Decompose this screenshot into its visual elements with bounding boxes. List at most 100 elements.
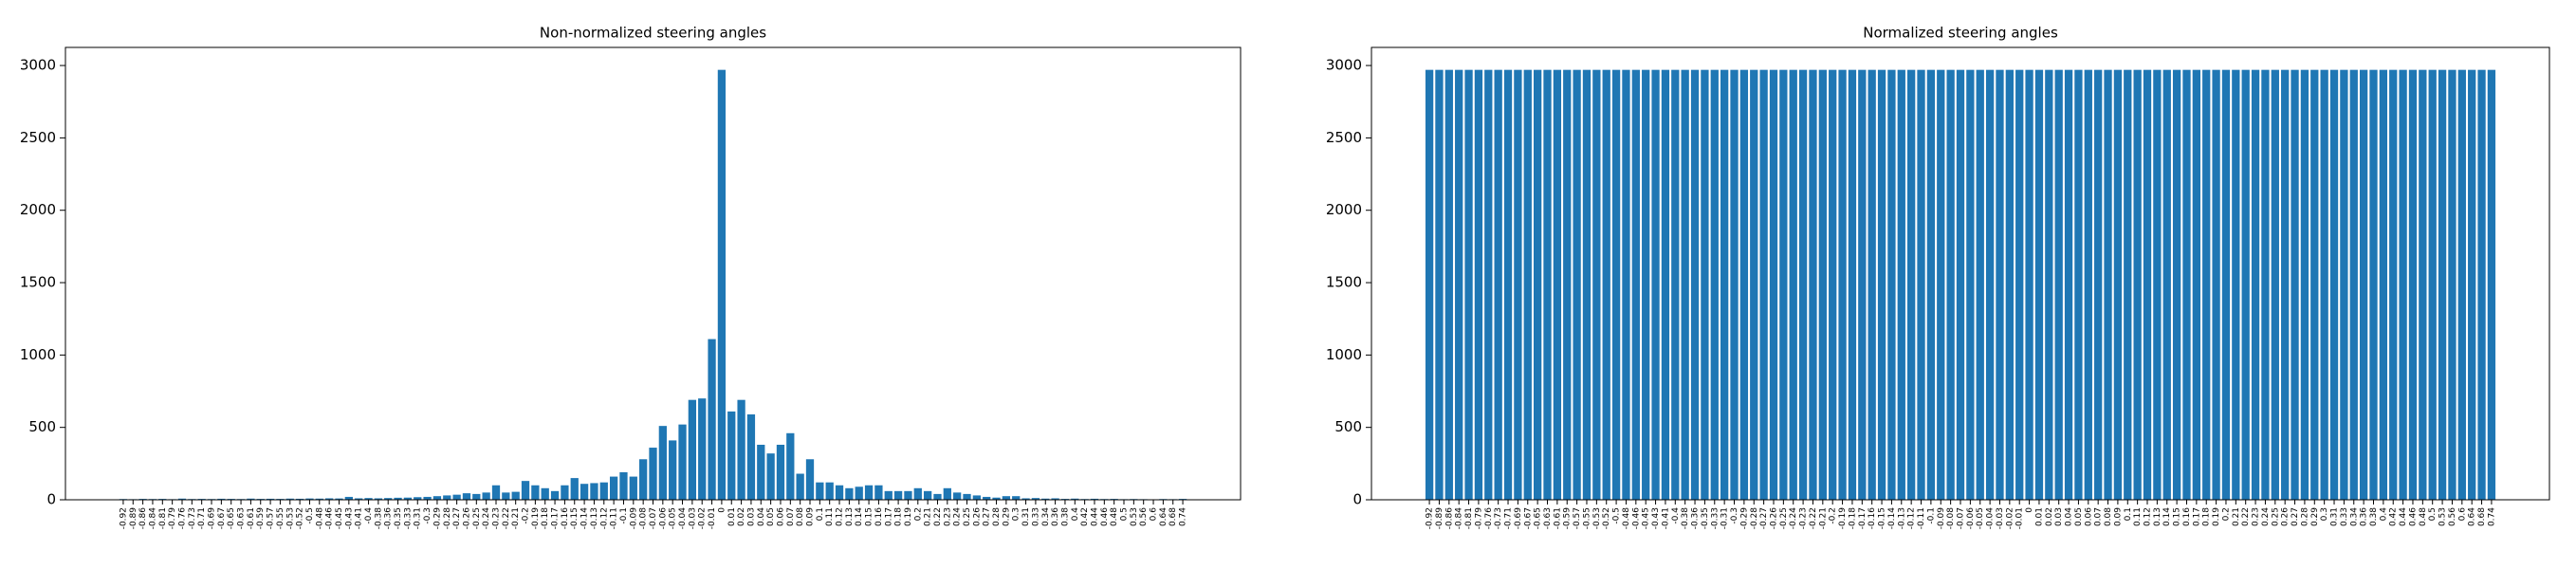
x-tick-label: 0.42 xyxy=(1080,507,1090,526)
bar xyxy=(845,487,854,500)
bar xyxy=(2320,69,2328,500)
bar xyxy=(325,498,334,500)
x-tick-label: 0.16 xyxy=(874,507,884,526)
bar xyxy=(1976,69,1984,500)
x-tick-label: -0.1 xyxy=(1926,507,1936,524)
bar xyxy=(561,485,569,500)
x-tick-label: -0.46 xyxy=(325,507,335,530)
x-tick-label: -0.08 xyxy=(639,507,649,530)
x-tick-label: 0.07 xyxy=(786,507,796,526)
bar xyxy=(2399,69,2407,500)
bar xyxy=(2133,69,2142,500)
x-tick-label: -0.67 xyxy=(1523,507,1533,529)
x-tick-label: 0.09 xyxy=(806,507,816,526)
bar xyxy=(609,476,618,500)
bar xyxy=(746,413,756,500)
x-tick-label: -0.81 xyxy=(1464,507,1474,529)
bar xyxy=(2379,69,2388,500)
x-tick-label: 0.12 xyxy=(2144,507,2153,526)
bar xyxy=(1829,69,1837,500)
x-tick-label: -0.11 xyxy=(610,507,619,529)
bar xyxy=(2251,69,2260,500)
bar xyxy=(2005,69,2014,500)
y-tick-label: 1000 xyxy=(1326,346,1362,363)
bar xyxy=(1671,69,1680,500)
bar xyxy=(1750,69,1758,500)
bar xyxy=(737,399,745,500)
x-tick-label: 0.05 xyxy=(2074,507,2084,526)
x-tick-label: 0.64 xyxy=(2468,507,2477,526)
x-tick-label: 0.25 xyxy=(2271,507,2280,526)
x-tick-label: 0.02 xyxy=(2045,507,2054,526)
bar xyxy=(2025,69,2033,500)
bar xyxy=(1681,69,1689,500)
x-tick-label: -0.07 xyxy=(1957,507,1966,529)
x-tick-label: 0.29 xyxy=(1002,507,1011,526)
x-tick-label: -0.12 xyxy=(1907,507,1917,529)
bar xyxy=(2359,69,2368,500)
bar xyxy=(599,482,608,500)
x-tick-label: -0.59 xyxy=(256,507,266,530)
x-tick-label: 0.34 xyxy=(2349,507,2359,526)
bar xyxy=(893,490,903,500)
bar xyxy=(1002,496,1011,500)
x-tick-label: -0.89 xyxy=(129,507,138,530)
x-tick-label: 0.33 xyxy=(2340,507,2349,526)
bar xyxy=(1592,69,1601,500)
x-tick-label: -0.25 xyxy=(1779,507,1789,529)
x-tick-label: -0.33 xyxy=(403,507,413,529)
bar xyxy=(2232,69,2240,500)
x-tick-label: -0.38 xyxy=(374,507,383,530)
x-tick-label: 0.14 xyxy=(2162,507,2172,526)
bar xyxy=(1455,69,1463,500)
x-tick-label: -0.71 xyxy=(197,507,207,529)
x-tick-label: -0.18 xyxy=(1848,507,1857,530)
x-tick-label: -0.55 xyxy=(276,507,285,529)
bar xyxy=(805,459,815,500)
x-tick-label: 0.68 xyxy=(2477,507,2487,526)
x-tick-label: -0.46 xyxy=(1631,507,1641,530)
bar xyxy=(2369,69,2378,500)
bar xyxy=(2291,69,2299,500)
x-tick-label: 0.28 xyxy=(992,507,1002,526)
bar xyxy=(1602,69,1610,500)
bar xyxy=(1690,69,1700,500)
x-tick-label: -0.22 xyxy=(1809,507,1818,529)
x-tick-label: 0.19 xyxy=(904,507,913,526)
x-tick-label: -0.06 xyxy=(1966,507,1976,530)
x-tick-label: -0.5 xyxy=(305,507,315,524)
x-tick-label: -0.86 xyxy=(138,507,148,530)
x-tick-label: 0.23 xyxy=(943,507,952,526)
bar xyxy=(1730,69,1739,500)
bar xyxy=(2094,69,2103,500)
bar xyxy=(2438,69,2447,500)
bar xyxy=(335,498,343,500)
bar xyxy=(462,493,471,500)
x-tick-label: -0.16 xyxy=(1868,507,1877,530)
x-tick-label: 0.22 xyxy=(933,507,943,526)
bar xyxy=(1503,69,1513,500)
x-tick-label: 0.23 xyxy=(2252,507,2261,526)
bar xyxy=(1031,498,1040,500)
x-tick-label: -0.17 xyxy=(551,507,561,529)
bar xyxy=(776,444,785,500)
x-tick-label: -0.26 xyxy=(1769,507,1778,530)
bar xyxy=(1710,69,1719,500)
chart-title: Non-normalized steering angles xyxy=(540,25,766,42)
bar xyxy=(2153,69,2162,500)
x-tick-label: -0.01 xyxy=(2015,507,2025,529)
x-tick-label: -0.23 xyxy=(491,507,501,529)
bar xyxy=(2487,69,2496,500)
x-tick-label: -0.36 xyxy=(1691,507,1701,530)
bar xyxy=(2202,69,2211,500)
bar xyxy=(1917,69,1925,500)
x-tick-label: 0.56 xyxy=(1139,507,1149,526)
bar xyxy=(855,486,863,500)
x-tick-label: 0.21 xyxy=(2232,507,2241,526)
bar xyxy=(1543,69,1552,500)
x-tick-label: -0.92 xyxy=(119,507,128,529)
bar xyxy=(796,473,804,500)
x-tick-label: -0.63 xyxy=(237,507,247,529)
x-tick-label: -0.3 xyxy=(423,507,432,524)
x-tick-label: -0.29 xyxy=(432,507,442,530)
